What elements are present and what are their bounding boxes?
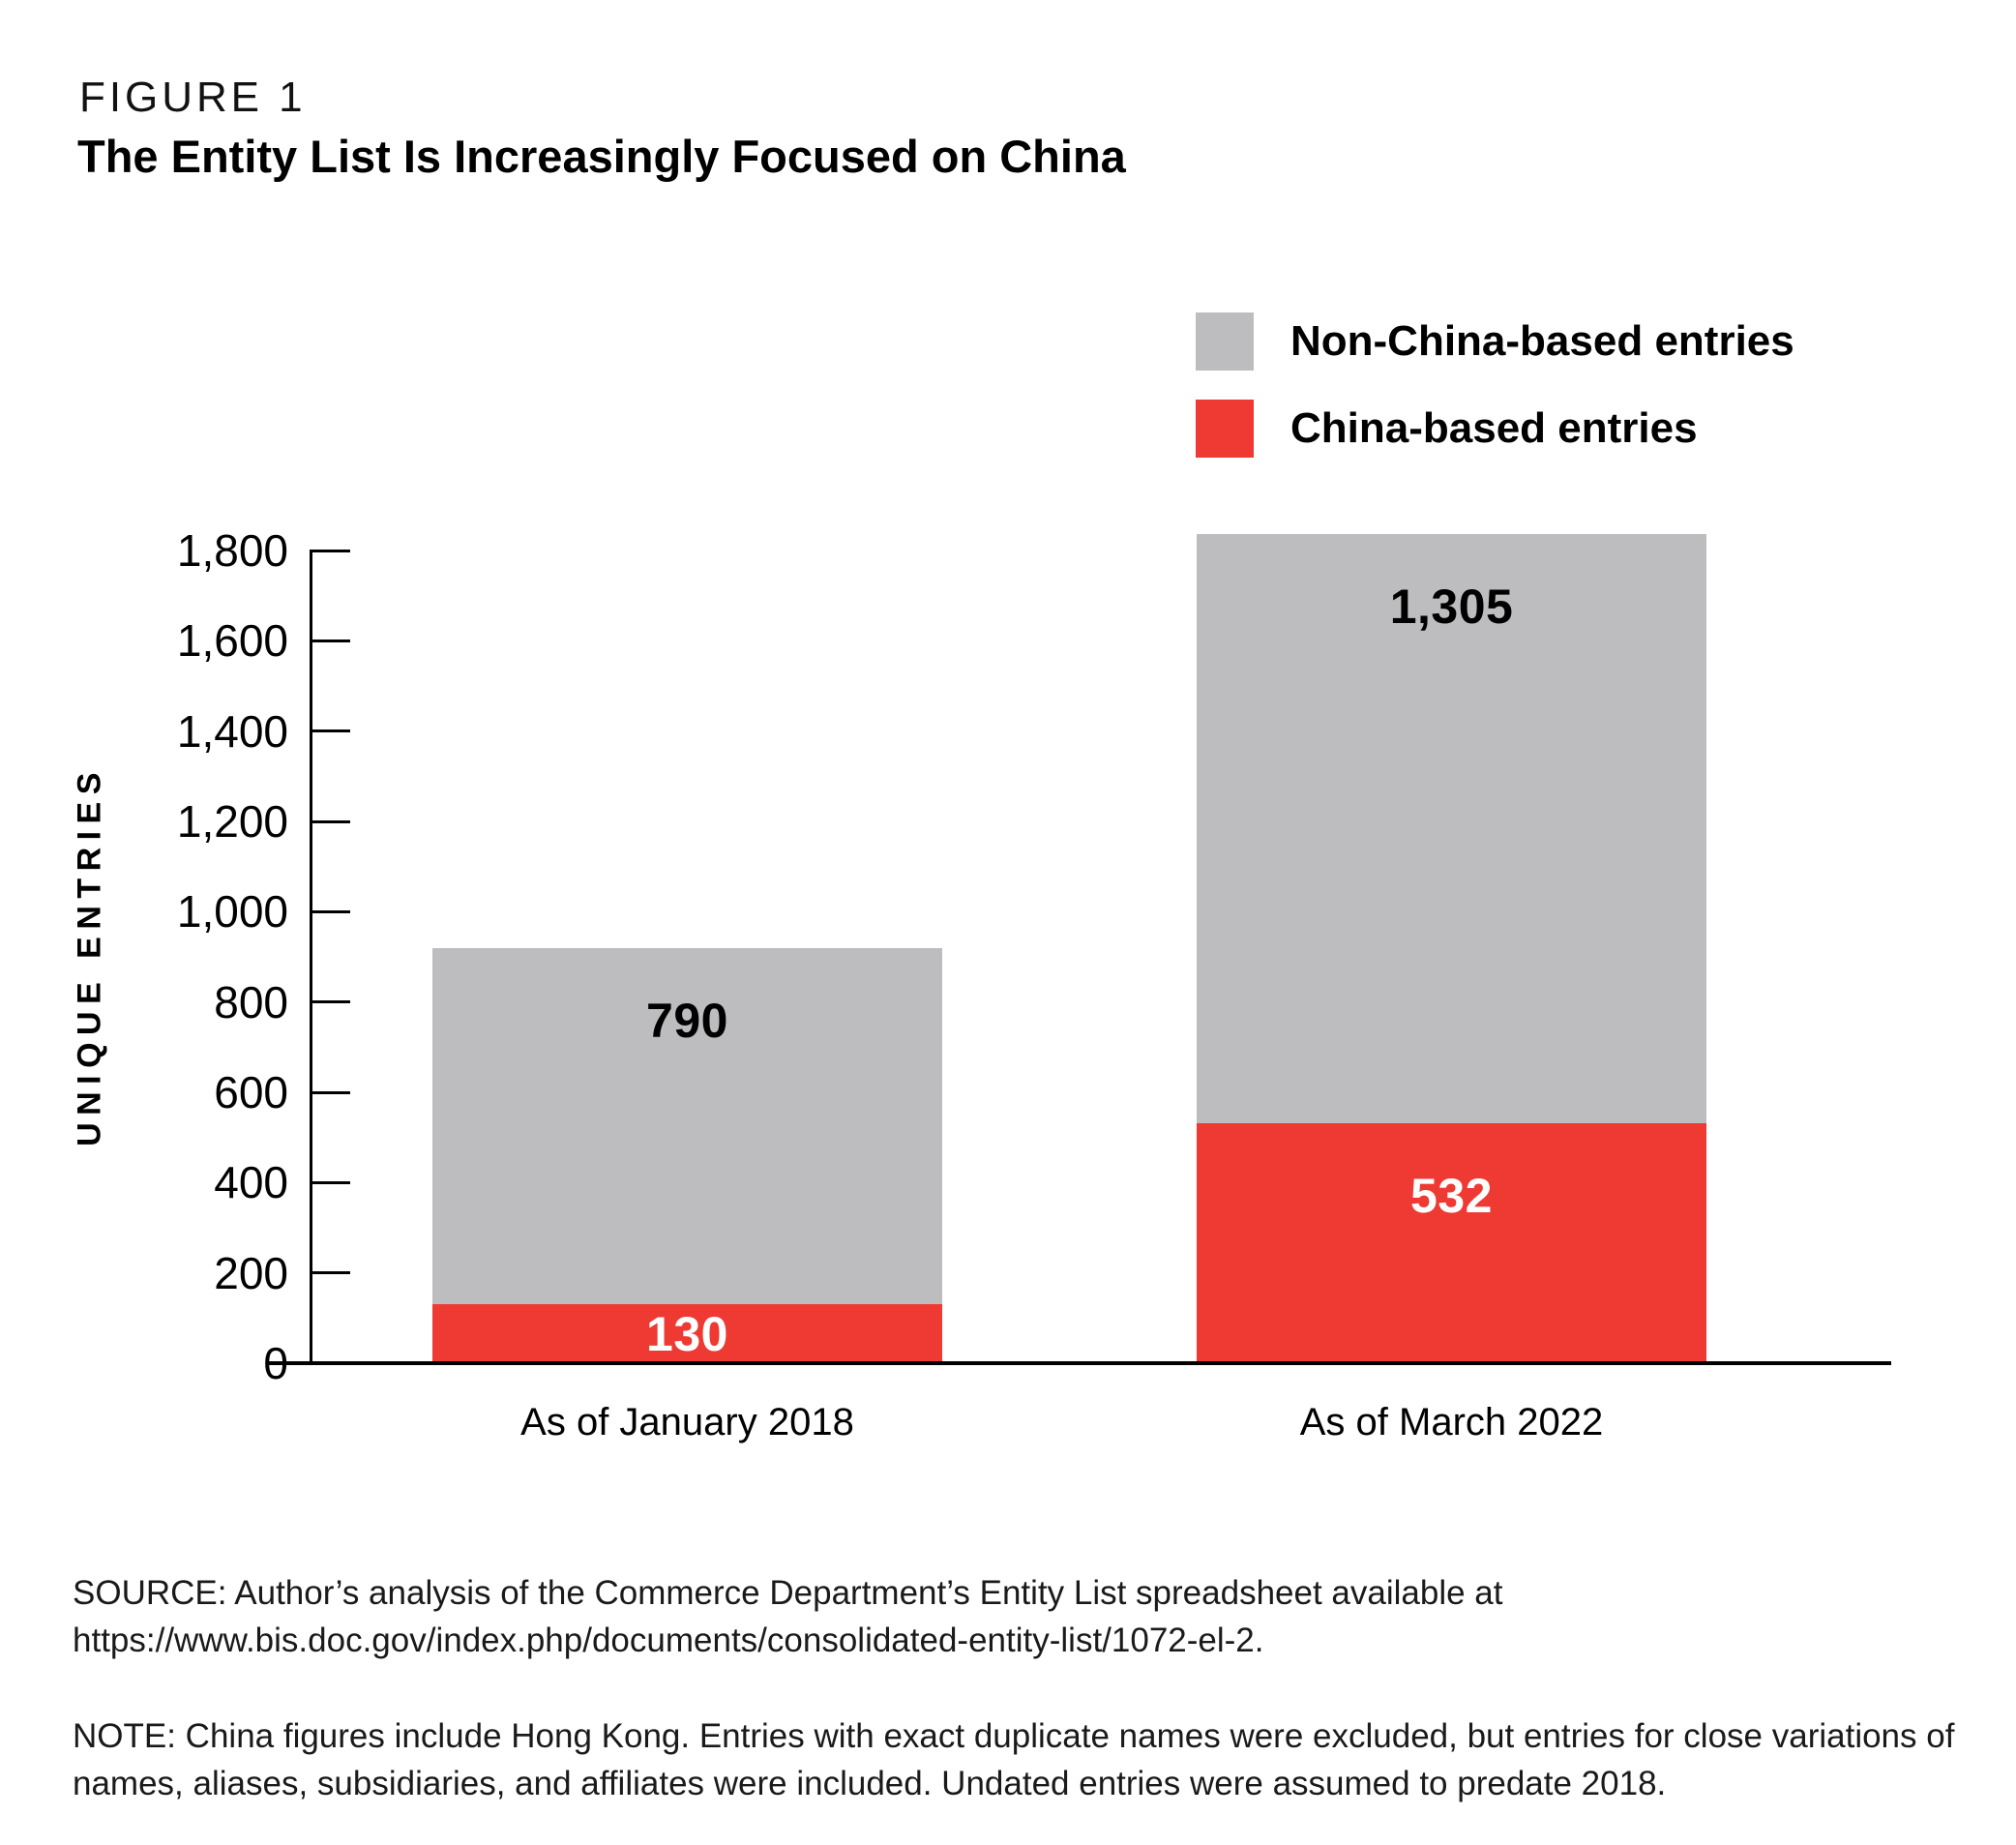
y-axis-tick-label: 1,800 — [176, 525, 288, 576]
y-axis-tick — [310, 729, 350, 733]
y-axis-tick-label: 1,400 — [176, 705, 288, 757]
y-axis-tick-label: 800 — [214, 976, 288, 1027]
legend: Non-China-based entries China-based entr… — [1196, 312, 1794, 487]
value-label-china-2018: 130 — [646, 1306, 728, 1361]
bar-2018: 130 790 — [432, 947, 942, 1363]
value-label-china-2022: 532 — [1410, 1168, 1493, 1223]
x-axis-label-2018: As of January 2018 — [520, 1401, 854, 1443]
legend-swatch-china — [1196, 400, 1254, 458]
y-axis-tick — [310, 549, 350, 552]
segment-china-2022: 532 — [1197, 1122, 1706, 1363]
y-axis-tick-label: 1,200 — [176, 796, 288, 847]
y-axis-tick — [310, 819, 350, 823]
legend-label-china: China-based entries — [1290, 404, 1698, 452]
figure-title: The Entity List Is Increasingly Focused … — [77, 131, 1126, 182]
y-axis-tick-label: 1,000 — [176, 886, 288, 937]
y-axis-tick — [310, 909, 350, 913]
y-axis-tick-label: 600 — [214, 1067, 288, 1117]
y-axis-line — [310, 551, 312, 1365]
y-axis-tick — [310, 1180, 350, 1184]
bar-2022: 532 1,305 — [1197, 533, 1706, 1363]
figure-kicker: FIGURE 1 — [79, 74, 307, 121]
x-axis-line — [269, 1361, 1891, 1365]
source-text: SOURCE: Author’s analysis of the Commerc… — [73, 1574, 1503, 1659]
value-label-non-china-2022: 1,305 — [1389, 579, 1514, 634]
y-axis-tick-label: 200 — [214, 1247, 288, 1298]
legend-swatch-non-china — [1196, 312, 1254, 371]
segment-non-china-2018: 790 — [432, 947, 942, 1305]
note-text: NOTE: China figures include Hong Kong. E… — [73, 1717, 1955, 1802]
y-axis-tick-label: 0 — [263, 1338, 288, 1388]
y-axis-tick-label: 1,600 — [176, 615, 288, 667]
plot-area: 1,800 1,600 1,400 1,200 1,000 800 600 400 200 0 1… — [177, 525, 1891, 1388]
legend-item-non-china: Non-China-based entries — [1196, 312, 1794, 371]
legend-item-china: China-based entries — [1196, 400, 1794, 458]
segment-china-2018: 130 — [432, 1304, 942, 1363]
y-axis-tick — [310, 639, 350, 642]
value-label-non-china-2018: 790 — [646, 993, 728, 1048]
segment-non-china-2022: 1,305 — [1197, 533, 1706, 1123]
y-axis-tick — [310, 1000, 350, 1004]
y-axis-tick — [310, 1090, 350, 1094]
x-axis-label-2022: As of March 2022 — [1299, 1401, 1604, 1443]
legend-label-non-china: Non-China-based entries — [1290, 317, 1794, 365]
y-axis-tick-label: 400 — [214, 1157, 288, 1208]
y-axis-tick — [310, 1271, 350, 1275]
